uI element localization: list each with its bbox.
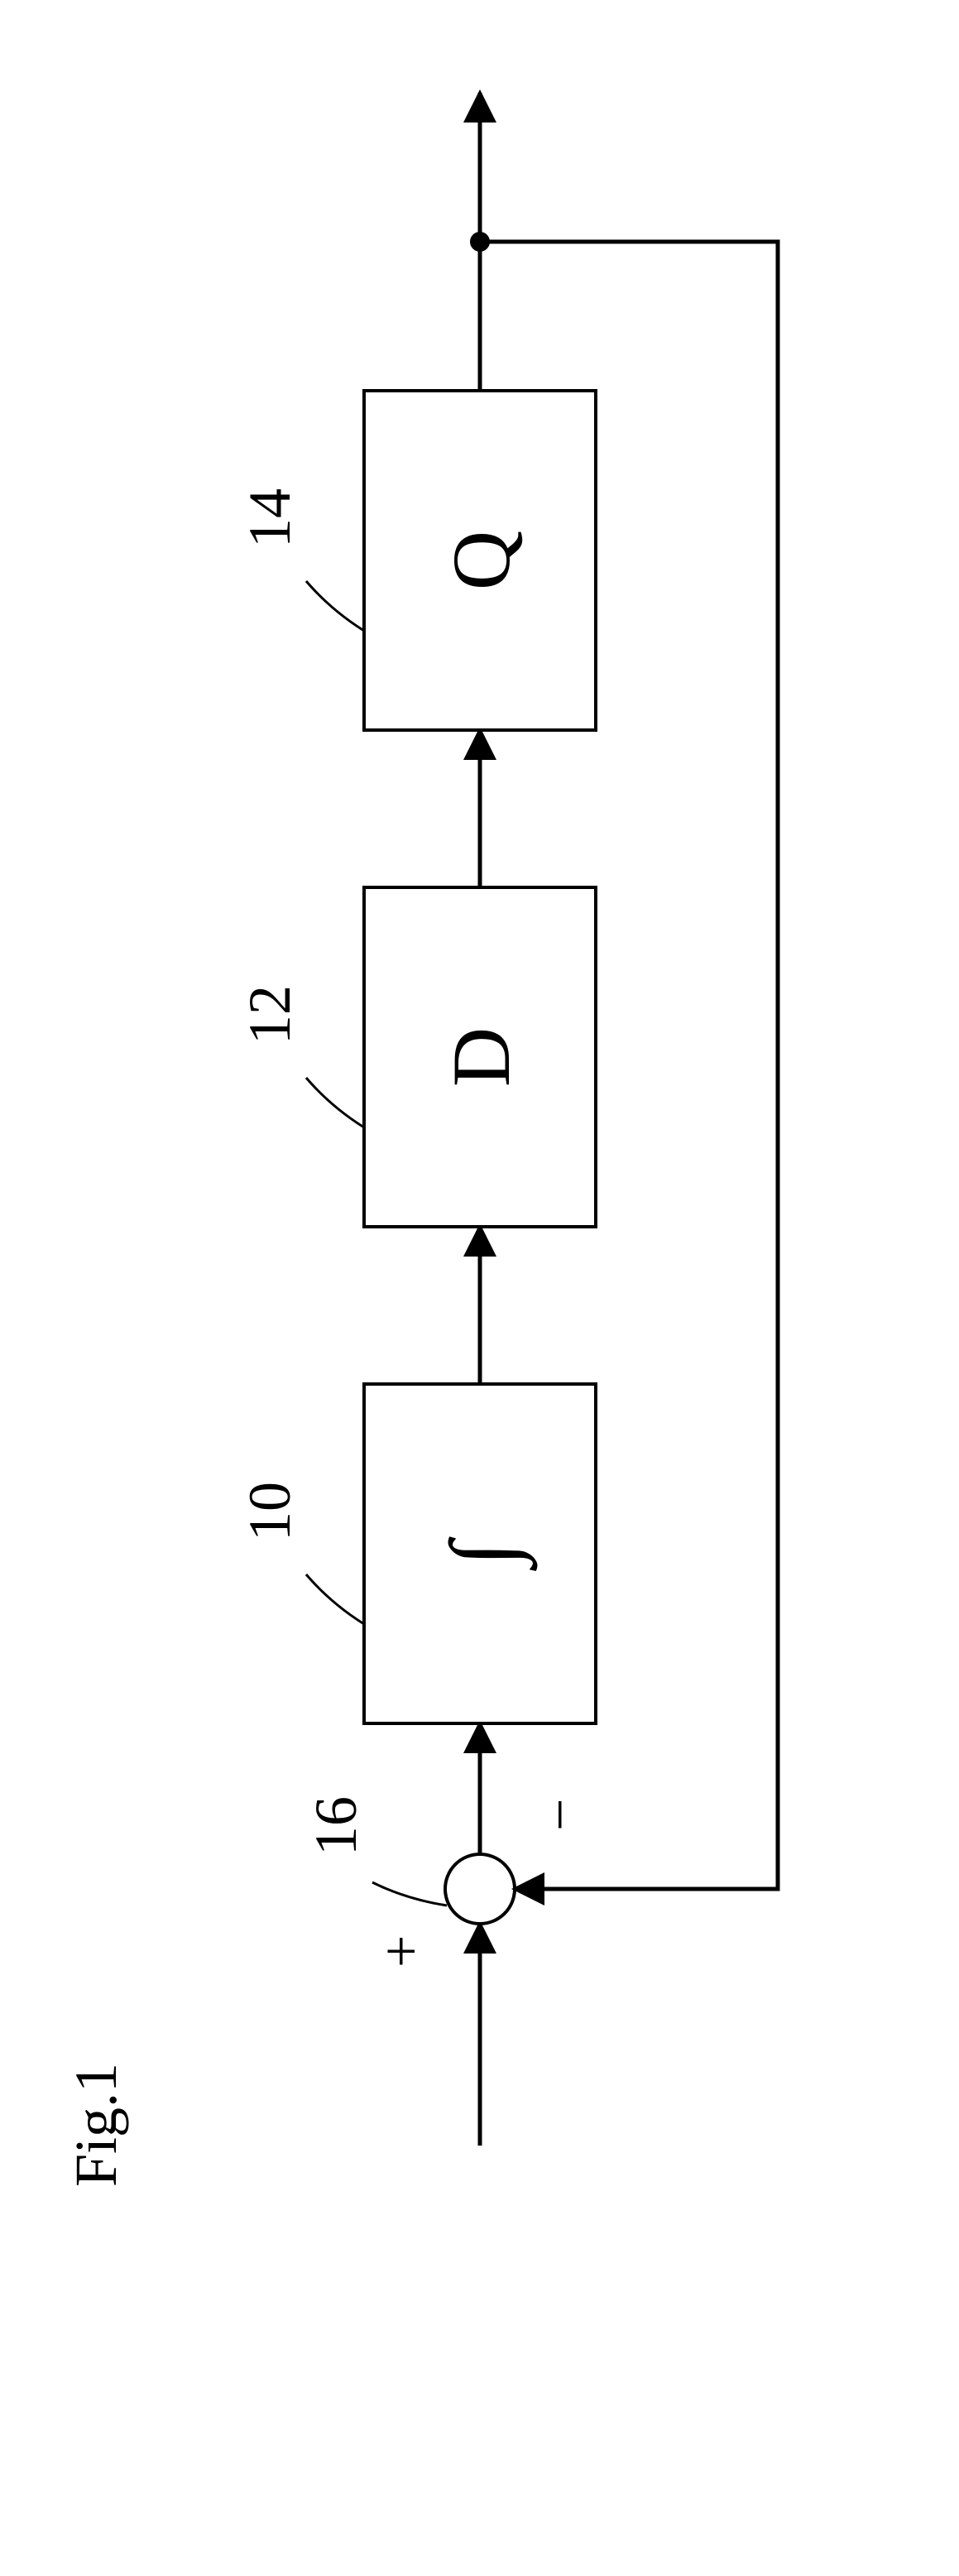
- leader-16: [372, 1882, 447, 1906]
- summing-junction: [445, 1854, 515, 1924]
- ref-12: 12: [237, 985, 303, 1045]
- leader-14: [306, 581, 364, 631]
- figure-label: Fig.1: [63, 2063, 129, 2187]
- ref-16: 16: [303, 1796, 369, 1856]
- leader-10: [306, 1574, 364, 1624]
- ref-10: 10: [237, 1482, 303, 1541]
- symbol-integrator: ∫: [432, 1536, 538, 1571]
- ref-14: 14: [237, 488, 303, 548]
- summing-plus: +: [370, 1935, 434, 1968]
- leader-12: [306, 1078, 364, 1127]
- symbol-delay: D: [435, 1027, 527, 1087]
- symbol-quantizer: Q: [435, 531, 527, 590]
- summing-minus: −: [529, 1799, 592, 1831]
- delta-sigma-block-diagram: Fig.1 + − 16 ∫ 10 D 12: [0, 0, 959, 2576]
